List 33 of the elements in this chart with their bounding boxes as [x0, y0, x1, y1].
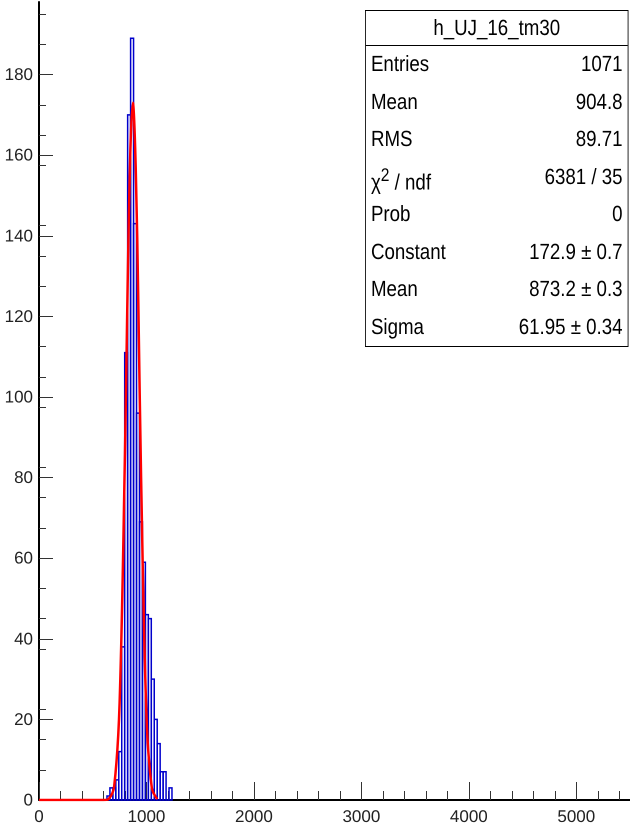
annotation: χ$^{2}$ / ndf	[370, 164, 432, 194]
annotation: 6381 / 35	[544, 164, 623, 190]
y-tick-label: 120	[4, 306, 33, 326]
annotation: 61.95 ± 0.34	[518, 314, 623, 340]
annotation: 1071	[580, 51, 623, 78]
y-tick-label: 100	[4, 387, 33, 406]
x-tick-label: 3000	[342, 807, 380, 826]
annotation: RMS	[370, 126, 413, 153]
annotation: 89.71	[576, 126, 623, 153]
annotation: Entries	[370, 51, 430, 78]
annotation: Constant	[370, 238, 446, 266]
y-tick-label: 20	[14, 710, 33, 729]
y-tick-label: 0	[24, 790, 33, 810]
x-tick-label: 5000	[557, 807, 596, 826]
y-tick-label: 40	[14, 629, 33, 648]
annotation: 0	[612, 201, 623, 228]
y-tick-label: 60	[14, 548, 33, 568]
y-tick-label: 140	[4, 226, 33, 246]
annotation: 873.2 ± 0.3	[529, 276, 623, 303]
y-tick-label: 80	[14, 468, 33, 488]
y-tick-label: 180	[4, 65, 33, 84]
x-tick-label: 4000	[450, 807, 488, 826]
y-tick-label: 160	[4, 146, 33, 165]
annotation: Mean	[370, 88, 418, 116]
x-tick-label: 2000	[234, 807, 273, 826]
x-tick-label: 1000	[128, 807, 166, 826]
annotation: Sigma	[370, 314, 424, 341]
annotation: 904.8	[576, 88, 623, 116]
line-series	[38, 102, 158, 802]
annotation: 172.9 ± 0.7	[529, 238, 623, 266]
annotation: Mean	[370, 276, 418, 303]
chart-title: h_UJ_16_tm30	[433, 15, 560, 40]
annotation: Prob	[370, 201, 410, 228]
